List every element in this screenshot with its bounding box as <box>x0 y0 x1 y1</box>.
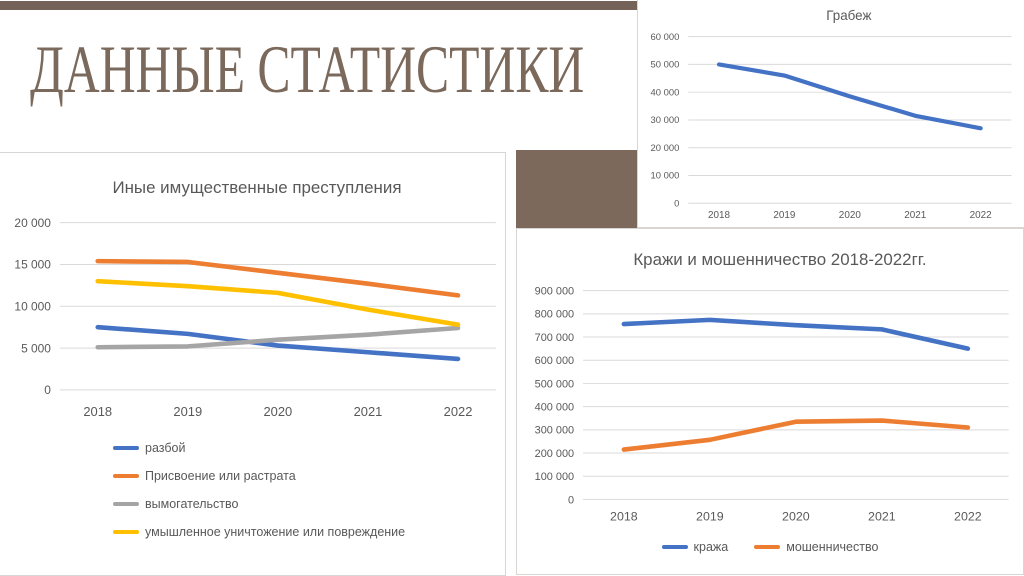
x-axis-tick-label: 2018 <box>83 404 112 419</box>
series-line <box>95 325 461 350</box>
y-axis-tick-label: 20 000 <box>651 142 680 153</box>
legend-item: умышленное уничтожение или повреждение <box>113 525 405 539</box>
y-axis-tick-label: 300 000 <box>535 425 574 437</box>
x-axis-tick-label: 2018 <box>708 210 731 221</box>
y-axis-tick-label: 20 000 <box>14 216 51 230</box>
x-axis-tick-label: 2020 <box>782 509 810 523</box>
chart-panel-other-property-crimes: 0 5 000 10 000 15 000 20 000 2018 2019 2020 2021… <box>0 152 506 576</box>
x-axis-tick-label: 2022 <box>444 404 473 419</box>
y-axis-tick-label: 900 000 <box>535 285 574 297</box>
y-axis-tick-label: 800 000 <box>535 309 574 321</box>
x-axis-tick-label: 2020 <box>839 210 862 221</box>
legend-item: разбой <box>113 441 405 455</box>
legend-marker <box>661 544 688 550</box>
y-axis-tick-label: 700 000 <box>535 332 574 344</box>
y-axis-tick-label: 40 000 <box>651 86 680 97</box>
y-axis-tick-label: 100 000 <box>535 471 574 483</box>
y-axis-tick-label: 30 000 <box>651 114 680 125</box>
accent-top-bar <box>0 1 637 10</box>
y-axis-tick-label: 10 000 <box>651 170 680 181</box>
series-line <box>716 62 983 131</box>
chart-title: Иные имущественные преступления <box>112 178 401 197</box>
x-axis-tick-label: 2021 <box>904 210 927 221</box>
y-axis-tick-label: 50 000 <box>651 59 680 70</box>
legend-marker <box>113 445 139 451</box>
legend-marker <box>754 544 781 550</box>
legend-label: кража <box>693 540 729 554</box>
y-axis-tick-label: 500 000 <box>535 378 574 390</box>
series-line <box>621 317 971 351</box>
legend-marker <box>113 529 139 535</box>
legend-marker <box>113 473 139 479</box>
series-line <box>621 418 971 452</box>
page-title: ДАННЫЕ СТАТИСТИКИ <box>30 31 585 107</box>
y-axis-tick-label: 60 000 <box>651 31 680 42</box>
x-axis-tick-label: 2022 <box>970 210 993 221</box>
legend-label: мошенничество <box>786 540 879 554</box>
y-axis-tick-label: 15 000 <box>14 258 51 272</box>
y-axis-tick-label: 200 000 <box>535 448 574 460</box>
x-axis-tick-label: 2019 <box>773 210 796 221</box>
chart-title: Кражи и мошенничество 2018-2022гг. <box>633 250 926 269</box>
x-axis-tick-label: 2022 <box>954 509 982 523</box>
theft-fraud-legend: кража мошенничество <box>517 540 1023 554</box>
x-axis-tick-label: 2019 <box>173 404 202 419</box>
x-axis-tick-label: 2018 <box>610 509 638 523</box>
legend-item: мошенничество <box>754 540 878 554</box>
chart-panel-robbery: 0 10 000 20 000 30 000 40 000 50 000 60 000 201… <box>637 0 1024 228</box>
y-axis-tick-label: 0 <box>568 494 574 506</box>
legend-label: вымогательство <box>145 497 239 511</box>
other-property-crimes-line-chart: 0 5 000 10 000 15 000 20 000 2018 2019 2020 2021… <box>14 178 496 419</box>
y-axis-tick-label: 5 000 <box>21 341 51 355</box>
chart-title: Грабеж <box>826 8 871 23</box>
legend-item: кража <box>661 540 729 554</box>
y-axis-tick-label: 400 000 <box>535 401 574 413</box>
x-axis-tick-label: 2020 <box>264 404 293 419</box>
legend-item: вымогательство <box>113 497 405 511</box>
legend-marker <box>113 501 139 507</box>
y-axis-tick-label: 10 000 <box>14 299 51 313</box>
legend-label: Присвоение или растрата <box>145 469 296 483</box>
legend-label: разбой <box>145 441 186 455</box>
x-axis-tick-label: 2021 <box>868 509 896 523</box>
legend-item: Присвоение или растрата <box>113 469 405 483</box>
y-axis-tick-label: 0 <box>674 198 679 209</box>
robbery-line-chart: 0 10 000 20 000 30 000 40 000 50 000 60 000 201… <box>651 8 1012 221</box>
legend-label: умышленное уничтожение или повреждение <box>145 525 406 539</box>
x-axis-tick-label: 2019 <box>696 509 724 523</box>
other-property-crimes-legend: разбой Присвоение или растрата вымогательс… <box>113 441 405 539</box>
x-axis-tick-label: 2021 <box>354 404 383 419</box>
y-axis-tick-label: 600 000 <box>535 355 574 367</box>
accent-block <box>516 150 637 228</box>
chart-panel-theft-fraud: 0 100 000 200 000 300 000 400 000 500 000 600 … <box>516 228 1024 575</box>
series-line <box>95 258 461 298</box>
series-line <box>95 278 461 327</box>
y-axis-tick-label: 0 <box>44 383 51 397</box>
series-line <box>95 324 461 362</box>
theft-fraud-line-chart: 0 100 000 200 000 300 000 400 000 500 000 600 … <box>535 250 1009 523</box>
